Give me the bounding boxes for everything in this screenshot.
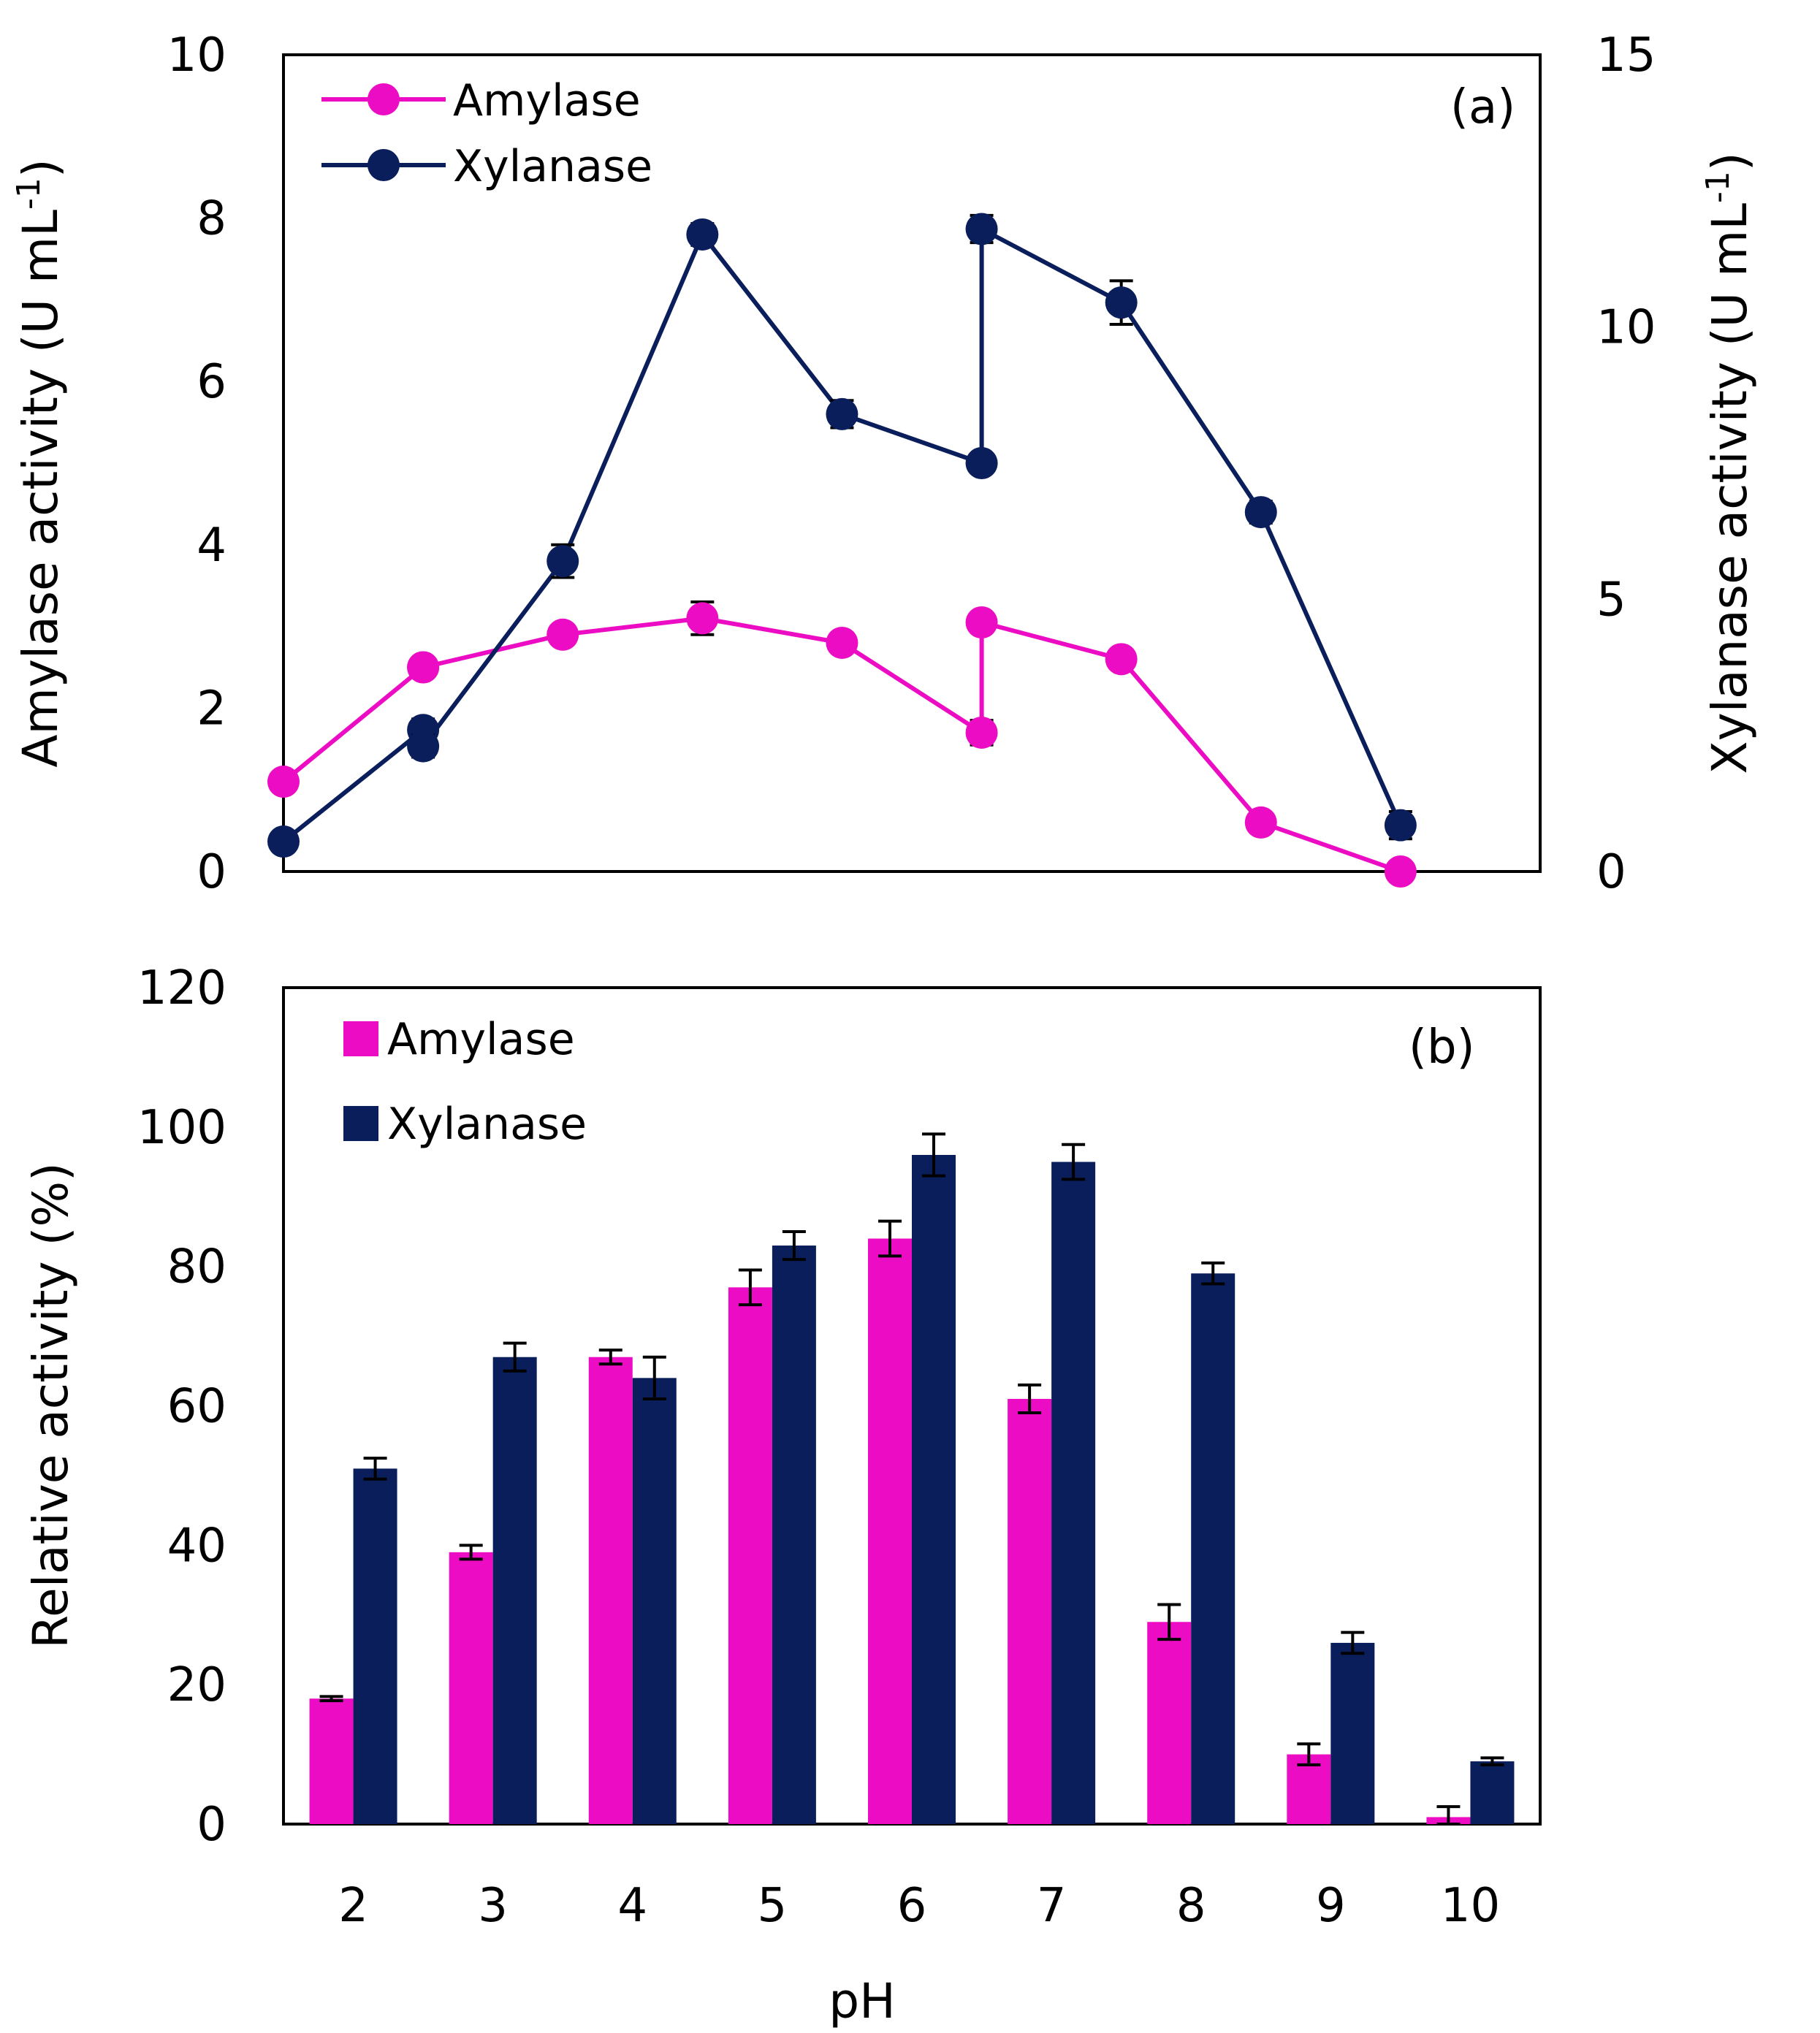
panel-a-xylanase-point [965,447,998,479]
panel-b-amylase-bar [1147,1622,1192,1824]
panel-b-xylanase-bar [632,1378,677,1824]
panel-b-x-tick-3: 3 [478,1879,508,1933]
panel-b-amylase-bar [728,1287,772,1824]
panel-b-x-axis-title: pH [829,1973,896,2029]
panel-a-right-axis-title-main: Xylanase activity (U mL [1702,203,1758,774]
legend-b-amylase-swatch [343,1021,378,1056]
panel-b-amylase-bar [868,1238,912,1824]
panel-a-xylanase-point [267,825,300,858]
panel-a-left-tick-1: 2 [197,682,226,736]
panel-a-amylase-point [826,626,858,659]
panel-b-x-tick-4: 4 [617,1879,647,1933]
panel-b-x-tick-9: 9 [1316,1879,1346,1933]
legend-a-xylanase-label: Xylanase [453,141,652,192]
panel-b-left-tick-6: 120 [137,961,226,1015]
panel-a-right-axis-ticks: 0 5 10 15 [1596,28,1656,899]
panel-b-x-tick-7: 7 [1037,1879,1067,1933]
panel-a-left-axis-ticks: 0 2 4 6 8 10 [167,28,226,899]
panel-a-plot-frame [282,53,1542,873]
panel-a-xylanase-point [547,545,579,578]
panel-a-xylanase-point [407,730,440,763]
panel-b-xylanase-bar [1330,1642,1375,1824]
panel-a-left-axis-title-end: ) [12,159,69,178]
panel-a-left-tick-3: 6 [197,355,226,409]
panel-a-left-tick-4: 8 [197,192,226,246]
panel-a-xylanase-point [826,397,858,430]
panel-a-amylase-point [407,651,440,684]
legend-b-amylase-label: Amylase [387,1014,575,1065]
legend-b-xylanase-label: Xylanase [387,1099,587,1150]
panel-a-left-tick-5: 10 [167,28,226,83]
panel-b-x-tick-6: 6 [897,1879,927,1933]
panel-a-amylase-point [547,618,579,651]
panel-a-xylanase-line [282,226,1403,844]
panel-b-x-tick-8: 8 [1176,1879,1206,1933]
panel-b-legend: Amylase Xylanase [343,1014,587,1150]
panel-a-xylanase-point [1105,286,1138,319]
panel-a-right-tick-2: 10 [1596,301,1656,355]
panel-b-xylanase-bar [1191,1273,1235,1824]
panel-a-amylase-point [965,716,998,749]
panel-b-amylase-bar [309,1698,354,1824]
panel-b-left-tick-2: 40 [167,1519,226,1573]
panel-a-legend: Amylase Xylanase [321,75,652,192]
panel-b-xylanase-bar [492,1357,537,1824]
panel-b-left-axis-title: Relative activity (%) [23,1162,79,1649]
panel-a-left-axis-title: Amylase activity (U mL-1) [10,159,69,767]
panel-a-amylase-point [1384,855,1417,888]
panel-b-amylase-bar [588,1357,633,1824]
panel-a-xylanase-point [1244,496,1277,529]
panel-a-right-tick-3: 15 [1596,28,1656,83]
panel-b-xylanase-bar [912,1155,956,1824]
panel-b-left-tick-3: 60 [167,1380,226,1434]
panel-b-xylanase-bar [1470,1761,1515,1824]
panel-a-left-tick-0: 0 [197,845,226,899]
panel-a-xylanase-point [965,213,998,245]
panel-a-right-axis-title-end: ) [1702,152,1758,171]
panel-a-right-tick-1: 5 [1596,573,1626,627]
panel-a-left-axis-title-sup: -1 [10,178,47,210]
panel-b-xylanase-bar [1051,1162,1096,1824]
panel-b-left-tick-4: 80 [167,1240,226,1294]
legend-a-amylase-label: Amylase [453,75,641,126]
panel-b-x-tick-2: 2 [338,1879,368,1933]
panel-a-left-axis-title-main: Amylase activity (U mL [12,210,69,768]
panel-a-right-axis-title: Xylanase activity (U mL-1) [1699,152,1758,774]
panel-b-bars [309,1132,1515,1826]
panel-b-left-axis-ticks: 0 20 40 60 80 100 120 [137,961,226,1852]
panel-a-label: (a) [1450,80,1515,134]
panel-b-x-tick-10: 10 [1441,1879,1500,1933]
panel-b-x-tick-5: 5 [758,1879,788,1933]
panel-b-left-tick-1: 20 [167,1658,226,1712]
legend-b-xylanase-swatch [343,1106,378,1141]
legend-a-amylase-marker [368,83,400,115]
panel-b-bar-chart: 0 20 40 60 80 100 120 2 3 4 5 6 7 8 9 10 Relative acti… [23,961,1542,2029]
panel-b-left-tick-0: 0 [197,1798,226,1852]
panel-b-amylase-bar [1008,1398,1052,1824]
panel-b-label: (b) [1409,1021,1475,1075]
panel-a-right-axis-title-sup: -1 [1699,171,1737,203]
legend-a-xylanase-marker [368,149,400,181]
panel-b-left-tick-5: 100 [137,1101,226,1155]
panel-a-amylase-point [1105,643,1138,676]
panel-b-xylanase-bar [772,1246,816,1824]
panel-b-amylase-bar [449,1552,493,1824]
panel-a-amylase-point [267,766,300,798]
panel-b-x-axis-ticks: 2 3 4 5 6 7 8 9 10 [338,1879,1500,1933]
panel-b-xylanase-bar [353,1468,397,1824]
panel-a-series [267,213,1417,888]
panel-a-xylanase-point [1384,809,1417,842]
panel-a-xylanase-point [686,218,719,251]
panel-a-amylase-point [965,606,998,639]
panel-a-left-tick-2: 4 [197,519,226,573]
panel-a-amylase-point [1244,806,1277,839]
panel-a-amylase-point [686,602,719,635]
panel-a-right-tick-0: 0 [1596,845,1626,899]
